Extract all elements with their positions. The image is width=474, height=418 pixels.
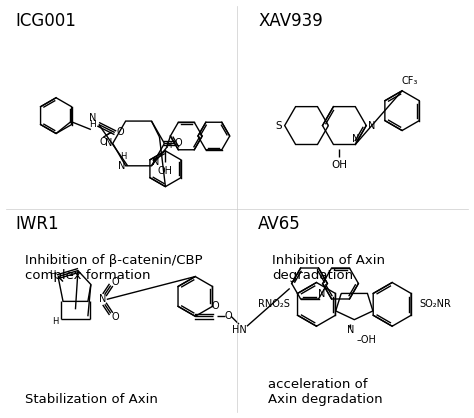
Text: N: N: [118, 161, 125, 171]
Text: N: N: [367, 120, 375, 130]
Text: ICG001: ICG001: [16, 12, 76, 30]
Text: O: O: [117, 127, 125, 137]
Text: RNO₂S: RNO₂S: [258, 299, 290, 309]
Text: N: N: [152, 157, 159, 167]
Text: Stabilization of Axin: Stabilization of Axin: [25, 393, 158, 406]
Text: H: H: [49, 270, 55, 279]
Text: CF₃: CF₃: [402, 76, 418, 86]
Text: H: H: [165, 141, 172, 150]
Text: HN: HN: [232, 325, 246, 335]
Text: N: N: [89, 112, 97, 122]
Text: N: N: [99, 294, 107, 304]
Text: OH: OH: [331, 160, 347, 170]
Text: N: N: [346, 325, 354, 334]
Text: H: H: [52, 317, 58, 326]
Text: Inhibition of β-catenin/CBP
complex formation: Inhibition of β-catenin/CBP complex form…: [25, 254, 202, 282]
Text: O: O: [112, 277, 119, 286]
Text: O: O: [224, 311, 232, 321]
Text: S: S: [275, 120, 282, 130]
Text: OH: OH: [158, 166, 173, 176]
Text: Inhibition of Axin
degradation: Inhibition of Axin degradation: [273, 254, 385, 282]
Text: N: N: [318, 289, 325, 299]
Text: IWR1: IWR1: [16, 215, 59, 233]
Text: O: O: [174, 138, 182, 148]
Text: O: O: [211, 301, 219, 311]
Text: O: O: [112, 312, 119, 322]
Text: N: N: [352, 133, 359, 143]
Text: acceleration of
Axin degradation: acceleration of Axin degradation: [268, 378, 382, 406]
Text: H: H: [120, 153, 127, 161]
Text: SO₂NR: SO₂NR: [419, 299, 451, 309]
Text: AV65: AV65: [258, 215, 301, 233]
Text: N: N: [105, 138, 112, 148]
Text: O: O: [100, 137, 107, 147]
Text: –OH: –OH: [356, 334, 376, 344]
Text: XAV939: XAV939: [258, 12, 323, 30]
Text: H: H: [90, 120, 96, 129]
